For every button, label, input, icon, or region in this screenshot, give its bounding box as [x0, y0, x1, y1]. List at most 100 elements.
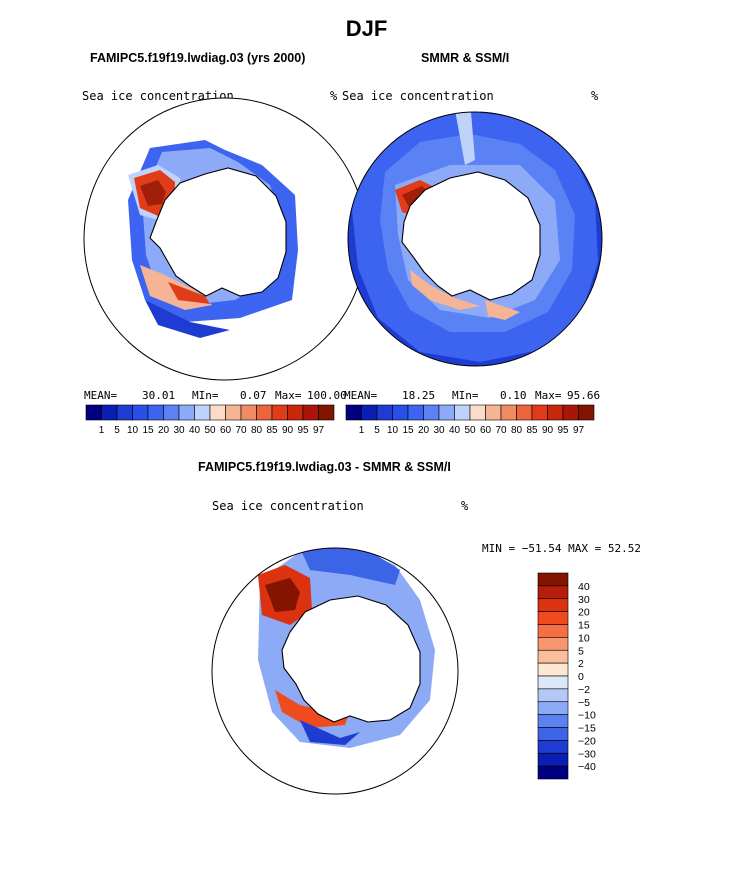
diff-colorbar-swatch — [537, 740, 569, 754]
panel1-colorbar-swatch — [287, 404, 304, 421]
panel2-colorbar-tick-label: 97 — [573, 425, 585, 436]
diff-colorbar-swatch — [537, 598, 569, 612]
diff-colorbar-tick-label: −40 — [578, 761, 596, 773]
diff-colorbar-swatch — [537, 611, 569, 625]
diff-colorbar-tick-label: 20 — [578, 607, 590, 619]
panel1-colorbar-swatch — [302, 404, 319, 421]
panel1-colorbar-tick-label: 30 — [173, 425, 185, 436]
diff-colorbar-tick-label: −20 — [578, 735, 596, 747]
diff-colorbar-swatch — [537, 649, 569, 664]
panel2-colorbar-swatch — [578, 404, 595, 421]
panel2-colorbar-swatch — [516, 404, 533, 421]
diff-colorbar-tick-label: −2 — [578, 684, 590, 696]
panel1-colorbar-tick-label: 1 — [99, 425, 105, 436]
diff-panel-title: FAMIPC5.f19f19.lwdiag.03 - SMMR & SSM/I — [198, 460, 451, 474]
panel2-colorbar-swatch — [376, 404, 393, 421]
panel1-colorbar-tick-label: 40 — [189, 425, 201, 436]
panel1-colorbar-tick-label: 80 — [251, 425, 263, 436]
panel2-colorbar-tick-label: 10 — [387, 425, 399, 436]
panel1-colorbar-swatch — [256, 404, 273, 421]
panel1-colorbar-swatch — [132, 404, 149, 421]
panel1-colorbar-swatch — [147, 404, 164, 421]
panel2-colorbar-swatch — [485, 404, 502, 421]
panel2-colorbar-swatch — [531, 404, 548, 421]
panel1-colorbar-tick-label: 97 — [313, 425, 325, 436]
diff-colorbar-tick-label: 0 — [578, 671, 584, 683]
diff-colorbar-swatch — [537, 637, 569, 651]
panel1-variable: Sea ice concentration — [82, 89, 234, 103]
panel2-colorbar-tick-label: 15 — [402, 425, 414, 436]
panel2-colorbar-swatch — [454, 404, 471, 421]
panel1-colorbar-swatch — [116, 404, 133, 421]
panel1-max: 100.00 — [307, 389, 347, 402]
diff-colorbar-tick-label: 40 — [578, 581, 590, 593]
diff-colorbar-swatch — [537, 624, 569, 638]
panel2-mean: 18.25 — [402, 389, 436, 402]
continent — [149, 167, 287, 297]
panel1-colorbar-tick-label: 10 — [127, 425, 139, 436]
panel1-colorbar-tick-label: 70 — [235, 425, 247, 436]
diff-colorbar-tick-label: 30 — [578, 594, 590, 606]
figure-title: DJF — [345, 16, 388, 41]
panel2-colorbar-tick-label: 95 — [557, 425, 569, 436]
diff-colorbar-tick-label: −15 — [578, 723, 596, 735]
panel2-min: 0.10 — [500, 389, 527, 402]
diff-colorbar-tick-label: 2 — [578, 658, 584, 670]
panel1-colorbar-tick-label: 95 — [297, 425, 309, 436]
diff-colorbar-swatch — [537, 585, 569, 600]
panel1-title: FAMIPC5.f19f19.lwdiag.03 (yrs 2000) — [90, 51, 306, 65]
diff-colorbar-swatch — [537, 765, 569, 780]
panel2-map — [347, 111, 603, 367]
panel2-colorbar-swatch — [407, 404, 424, 421]
diff-panel-stats: MIN = −51.54 MAX = 52.52 — [482, 542, 641, 555]
panel2-colorbar-swatch — [392, 404, 409, 421]
diff-colorbar-tick-label: 5 — [578, 645, 584, 657]
panel1-colorbar-swatch — [194, 404, 211, 421]
panel1-colorbar-tick-label: 20 — [158, 425, 170, 436]
panel2-colorbar-swatch — [345, 404, 362, 421]
continent — [281, 595, 421, 723]
panel1-colorbar-tick-label: 5 — [114, 425, 120, 436]
panel1-colorbar-swatch — [163, 404, 180, 421]
diff-colorbar-swatch — [537, 752, 569, 767]
panel2-colorbar-tick-label: 20 — [418, 425, 430, 436]
panel2-colorbar-swatch — [500, 404, 517, 421]
diff-colorbar-swatch — [537, 701, 569, 715]
panel1-mean-label: MEAN= — [84, 389, 118, 402]
diff-panel-map — [211, 547, 459, 795]
panel1-colorbar-swatch — [101, 404, 118, 421]
diff-colorbar-swatch — [537, 714, 569, 728]
panel2-colorbar-tick-label: 50 — [464, 425, 476, 436]
diff-panel-units: % — [461, 499, 469, 513]
panel1-colorbar-swatch — [209, 404, 226, 421]
panel2-colorbar-swatch — [469, 404, 486, 421]
panel1-max-label: Max= — [275, 389, 302, 402]
panel1-colorbar-swatch — [271, 404, 288, 421]
panel2-min-label: MIn= — [452, 389, 479, 402]
diff-colorbar-swatch — [537, 727, 569, 741]
continent — [401, 171, 541, 301]
panel1-colorbar: 1 5 10 15 20 30 40 50 60 70 80 85 90 95 97 — [85, 404, 335, 436]
panel1-mean: 30.01 — [142, 389, 176, 402]
panel2-colorbar-tick-label: 40 — [449, 425, 461, 436]
panel1-colorbar-swatch — [85, 404, 102, 421]
panel2-variable: Sea ice concentration — [342, 89, 494, 103]
diff-colorbar-tick-label: −30 — [578, 748, 596, 760]
panel1-map — [83, 97, 367, 381]
panel2-colorbar-tick-label: 70 — [495, 425, 507, 436]
panel1-colorbar-tick-label: 15 — [142, 425, 154, 436]
panel2-colorbar-tick-label: 30 — [433, 425, 445, 436]
panel2-colorbar-swatch — [562, 404, 579, 421]
panel2-mean-label: MEAN= — [344, 389, 378, 402]
diff-colorbar-swatch — [537, 662, 569, 677]
diff-colorbar-tick-label: −5 — [578, 697, 590, 709]
panel1-colorbar-swatch — [178, 404, 195, 421]
panel2-title: SMMR & SSM/I — [421, 51, 510, 65]
panel2-colorbar-tick-label: 90 — [542, 425, 554, 436]
panel2-colorbar-tick-label: 80 — [511, 425, 523, 436]
panel1-colorbar-swatch — [240, 404, 257, 421]
diff-colorbar-swatch — [537, 572, 569, 587]
panel1-min: 0.07 — [240, 389, 267, 402]
